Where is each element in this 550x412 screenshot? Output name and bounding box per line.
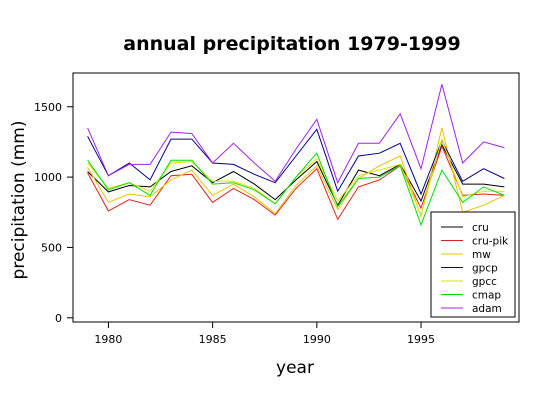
legend-label-gpcc: gpcc	[472, 276, 497, 288]
x-tick-label: 1980	[94, 333, 122, 346]
series-lines	[87, 84, 505, 227]
x-tick-label: 1985	[199, 333, 227, 346]
y-tick-label: 500	[41, 241, 62, 254]
legend-label-adam: adam	[472, 303, 502, 315]
legend-label-gpcp: gpcp	[472, 263, 498, 275]
y-tick-label: 1000	[34, 171, 62, 184]
chart-title: annual precipitation 1979-1999	[123, 33, 460, 55]
legend-label-cru-pik: cru-pik	[472, 236, 509, 248]
y-tick-label: 0	[55, 312, 62, 325]
y-tick-label: 1500	[34, 101, 62, 114]
series-line-gpcp	[87, 128, 505, 196]
series-line-adam	[87, 84, 505, 184]
series-line-cmap	[87, 152, 505, 227]
plot-frame	[72, 72, 520, 323]
series-line-cru-pik	[87, 144, 505, 221]
series-line-cru	[87, 143, 505, 207]
legend-label-cru: cru	[472, 222, 489, 234]
x-tick-label: 1995	[407, 333, 435, 346]
x-tick-label: 1990	[303, 333, 331, 346]
legend-label-cmap: cmap	[472, 290, 501, 302]
legend-label-mw: mw	[472, 249, 491, 261]
y-axis-label: precipitation (mm)	[9, 121, 29, 280]
legend-box	[430, 211, 516, 318]
axis-ticks: 1980 1985 1990 1995 0 500 1000 1500	[34, 101, 435, 346]
x-axis-label: year	[276, 358, 314, 378]
